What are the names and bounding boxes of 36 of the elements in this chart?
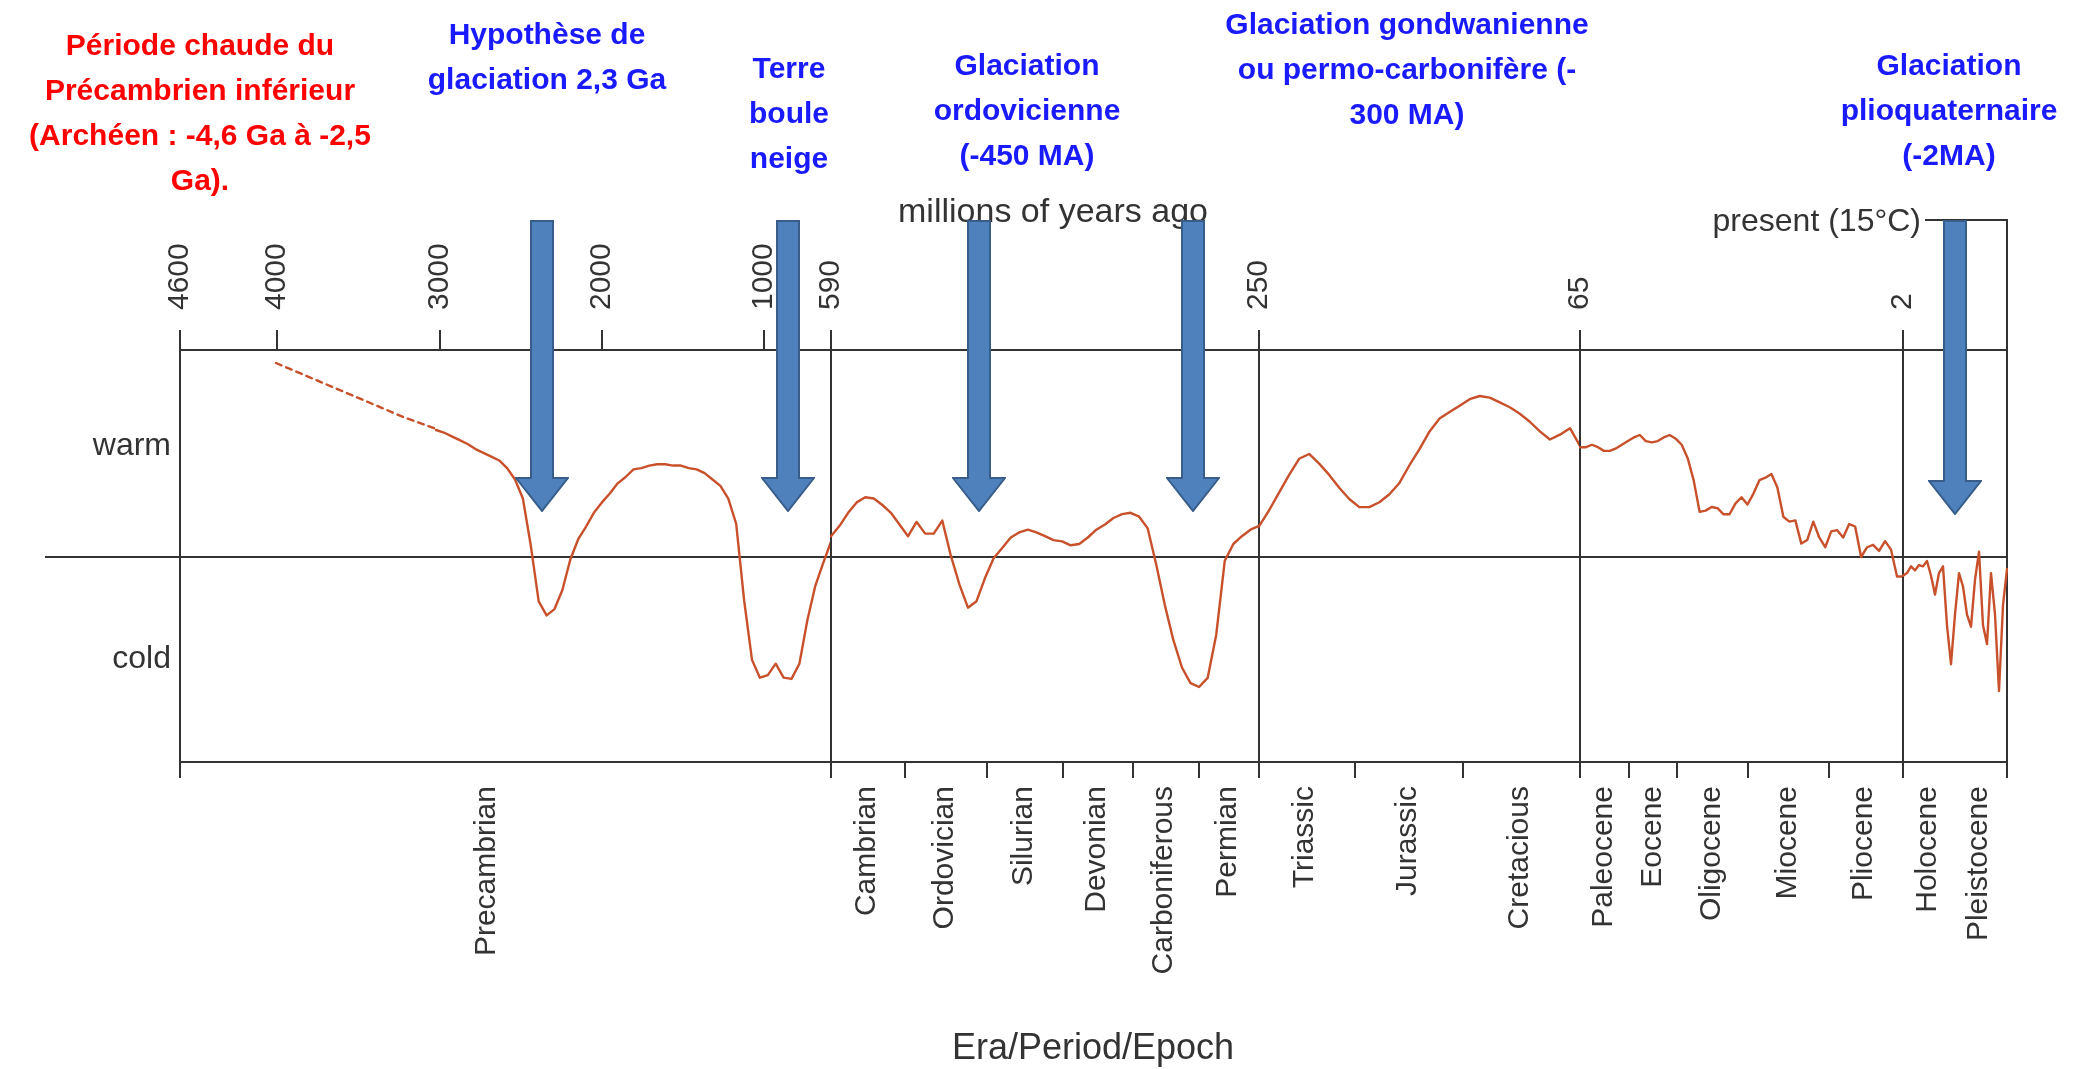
text: 250 bbox=[1240, 259, 1274, 310]
text: Cambrian bbox=[848, 786, 882, 917]
text: Eocene bbox=[1634, 786, 1668, 888]
text: Glaciation gondwanienne ou permo-carbonifère (- 300 MA) bbox=[1225, 5, 1589, 132]
text: Paleocene bbox=[1585, 786, 1619, 928]
text: 65 bbox=[1561, 276, 1595, 310]
text: warm bbox=[92, 425, 171, 464]
text: 4600 bbox=[161, 243, 195, 310]
text: Glaciation plioquaternaire (-2MA) bbox=[1840, 46, 2058, 173]
text: 3000 bbox=[421, 243, 455, 310]
text: Cretacious bbox=[1501, 786, 1535, 930]
text: Triassic bbox=[1286, 786, 1320, 889]
text: Miocene bbox=[1769, 786, 1803, 900]
text: 2 bbox=[1884, 293, 1918, 310]
text: Devonian bbox=[1078, 786, 1112, 913]
text: Hypothèse de glaciation 2,3 Ga bbox=[427, 15, 667, 97]
text: Pleistocene bbox=[1960, 786, 1994, 942]
text: 590 bbox=[812, 259, 846, 310]
text: Carboniferous bbox=[1145, 786, 1179, 975]
text: Ordovician bbox=[926, 786, 960, 930]
text: cold bbox=[112, 638, 171, 677]
text: 2000 bbox=[583, 243, 617, 310]
text: 1000 bbox=[745, 243, 779, 310]
text: Silurian bbox=[1005, 786, 1039, 887]
text: Période chaude du Précambrien inférieur (Archéen : -4,6 Ga à -2,5 Ga). bbox=[29, 26, 371, 198]
text: 4000 bbox=[258, 243, 292, 310]
text: Glaciation ordovicienne (-450 MA) bbox=[933, 46, 1121, 173]
text: Oligocene bbox=[1693, 786, 1727, 922]
text: Precambrian bbox=[468, 786, 502, 957]
text: present (15°C) bbox=[1712, 201, 1921, 240]
text: Pliocene bbox=[1845, 786, 1879, 902]
text: Permian bbox=[1209, 786, 1243, 898]
text: Terre boule neige bbox=[749, 49, 829, 176]
text: Era/Period/Epoch bbox=[951, 1025, 1235, 1069]
text: Jurassic bbox=[1389, 786, 1423, 897]
text: Holocene bbox=[1909, 786, 1943, 913]
